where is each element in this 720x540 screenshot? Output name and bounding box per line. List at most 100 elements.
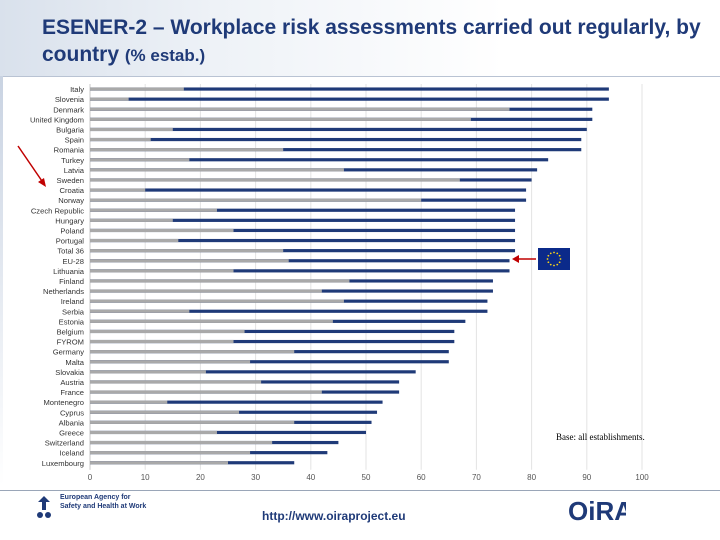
bar-internal-staff <box>90 360 251 364</box>
category-label: Italy <box>70 85 84 94</box>
bar-internal-staff <box>90 299 344 303</box>
bar-internal-staff <box>90 87 184 91</box>
eu-flag-star <box>556 252 559 255</box>
title-main: ESENER-2 – Workplace risk assessments ca… <box>42 16 701 66</box>
category-label: United Kingdom <box>30 115 84 124</box>
category-label: Poland <box>60 226 84 235</box>
bar-internal-staff <box>90 430 217 435</box>
oira-logo-text: OiRA <box>568 496 626 526</box>
category-label: Ireland <box>61 297 84 306</box>
category-label: Luxembourg <box>42 459 84 468</box>
bar-risk-assessment <box>90 208 516 212</box>
category-label: Estonia <box>59 317 85 326</box>
x-tick-label: 60 <box>417 473 426 482</box>
bar-internal-staff <box>90 127 173 132</box>
bar-internal-staff <box>90 97 129 101</box>
bar-internal-staff <box>90 339 234 344</box>
bar-risk-assessment <box>90 370 416 374</box>
bar-internal-staff <box>90 188 146 192</box>
bar-risk-assessment <box>90 87 609 91</box>
x-tick-label: 30 <box>251 473 260 482</box>
category-label: Switzerland <box>45 439 84 448</box>
category-label: Netherlands <box>43 287 84 296</box>
category-label: Iceland <box>60 449 85 458</box>
category-label: Latvia <box>64 166 85 175</box>
bar-internal-staff <box>90 279 350 283</box>
title-unit: (% estab.) <box>124 46 206 65</box>
bar-risk-assessment <box>90 158 549 162</box>
bar-internal-staff <box>90 178 460 182</box>
bar-internal-staff <box>90 309 190 313</box>
bar-internal-staff <box>90 137 151 142</box>
bar-internal-staff <box>90 350 295 354</box>
category-label: Austria <box>60 378 84 387</box>
bar-internal-staff <box>90 329 245 334</box>
title-band <box>0 0 720 76</box>
bar-risk-assessment <box>90 97 609 101</box>
bar-internal-staff <box>90 208 217 212</box>
category-label: Turkey <box>61 156 84 165</box>
category-label: Lithuania <box>53 267 85 276</box>
bar-internal-staff <box>90 168 344 172</box>
category-label: Croatia <box>60 186 85 195</box>
eu-flag-star <box>553 264 555 267</box>
bar-risk-assessment <box>90 137 582 142</box>
x-tick-label: 90 <box>582 473 591 482</box>
x-tick-label: 10 <box>141 473 150 482</box>
category-label: Finland <box>59 277 84 286</box>
category-label: Montenegro <box>43 398 84 407</box>
legend-label-risk-assessment: Risk assessments regularly <box>209 489 306 490</box>
eu-flag-star <box>549 252 552 255</box>
agency-name: European Agency for Safety and Health at… <box>60 494 147 510</box>
bar-internal-staff <box>90 158 190 162</box>
category-label: Germany <box>53 348 84 357</box>
category-label: Malta <box>65 358 84 367</box>
bar-risk-assessment <box>90 228 516 233</box>
category-label: France <box>60 388 84 397</box>
category-label: Denmark <box>53 105 84 114</box>
category-label: Portugal <box>56 237 85 246</box>
red-arrow-head-icon <box>38 178 46 187</box>
bar-internal-staff <box>90 259 289 263</box>
category-label: Greece <box>59 428 84 437</box>
bar-risk-assessment <box>90 148 582 152</box>
x-tick-label: 0 <box>88 473 93 482</box>
bar-risk-assessment <box>90 339 455 344</box>
bar-risk-assessment <box>90 360 449 364</box>
oira-logo[interactable]: OiRA <box>566 494 626 526</box>
eu-flag-star <box>559 258 562 260</box>
category-label: Cyprus <box>60 408 84 417</box>
x-tick-label: 20 <box>196 473 205 482</box>
eu-flag-icon <box>538 248 570 270</box>
bar-internal-staff <box>90 319 333 323</box>
eu-flag-star <box>546 258 549 260</box>
bar-internal-staff <box>90 107 510 111</box>
bar-risk-assessment <box>90 127 587 132</box>
side-decoration <box>0 76 3 486</box>
bar-internal-staff <box>90 380 262 384</box>
bar-internal-staff <box>90 218 173 222</box>
bar-internal-staff <box>90 410 240 414</box>
bar-internal-staff <box>90 390 322 394</box>
x-tick-label: 80 <box>527 473 536 482</box>
agency-logo-block[interactable]: European Agency for Safety and Health at… <box>34 494 150 522</box>
eu-flag-star <box>556 263 559 266</box>
footer-url[interactable]: http://www.oiraproject.eu <box>262 509 406 523</box>
legend-label-internal-staff: Mainly conducted by internal staff <box>345 489 464 490</box>
bar-risk-assessment <box>90 249 516 253</box>
bar-risk-assessment <box>90 400 383 404</box>
eu-flag-star <box>558 261 561 264</box>
eu-flag-star <box>553 251 555 254</box>
footer-divider <box>0 490 720 491</box>
category-label: Total 36 <box>57 247 84 256</box>
category-label: FYROM <box>57 338 84 347</box>
category-label: Czech Republic <box>31 206 84 215</box>
bar-internal-staff <box>90 238 179 243</box>
bar-risk-assessment <box>90 309 488 313</box>
bar-risk-assessment <box>90 329 455 334</box>
category-label: Sweden <box>57 176 84 185</box>
category-label: Romania <box>54 146 85 155</box>
bar-internal-staff <box>90 198 422 202</box>
category-label: Hungary <box>55 216 84 225</box>
